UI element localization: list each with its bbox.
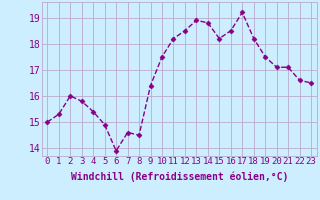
- X-axis label: Windchill (Refroidissement éolien,°C): Windchill (Refroidissement éolien,°C): [70, 172, 288, 182]
